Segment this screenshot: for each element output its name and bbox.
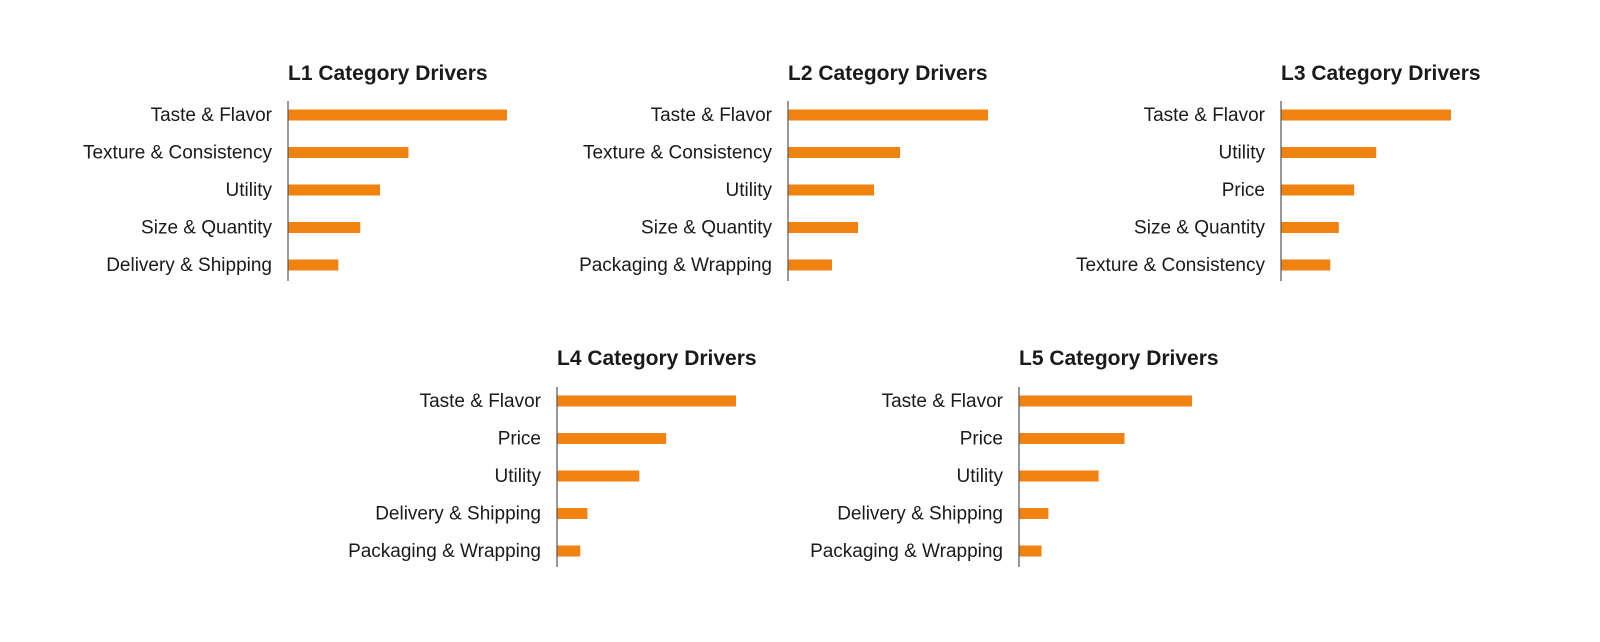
category-label: Utility <box>726 180 773 201</box>
bar <box>557 395 736 407</box>
category-label: Utility <box>226 180 273 201</box>
category-label: Delivery & Shipping <box>837 504 1003 525</box>
bar <box>1281 109 1451 121</box>
category-label: Size & Quantity <box>641 218 772 239</box>
bar <box>788 222 858 233</box>
chart-title: L2 Category Drivers <box>788 62 988 85</box>
category-label: Delivery & Shipping <box>106 255 272 276</box>
bar <box>788 184 874 196</box>
chart-panel: L1 Category Drivers Taste & Flavor Texture… <box>83 62 507 281</box>
chart-panel: L2 Category Drivers Taste & Flavor Texture… <box>579 62 988 281</box>
category-label: Taste & Flavor <box>151 105 273 126</box>
bar <box>557 470 640 482</box>
category-label: Price <box>1222 180 1265 201</box>
category-label: Texture & Consistency <box>583 143 773 164</box>
category-label: Size & Quantity <box>141 218 272 239</box>
category-label: Taste & Flavor <box>1144 105 1266 126</box>
category-label: Delivery & Shipping <box>375 504 541 525</box>
category-label: Size & Quantity <box>1134 218 1265 239</box>
bar <box>557 433 667 444</box>
bar <box>288 259 339 271</box>
category-label: Utility <box>495 466 542 487</box>
bar <box>1281 147 1377 158</box>
category-label: Price <box>960 429 1003 450</box>
bar <box>788 109 988 121</box>
chart-title: L5 Category Drivers <box>1019 347 1219 370</box>
category-label: Taste & Flavor <box>420 391 542 412</box>
category-label: Packaging & Wrapping <box>810 541 1003 562</box>
chart-title: L4 Category Drivers <box>557 347 757 370</box>
bar <box>1019 470 1099 482</box>
category-label: Packaging & Wrapping <box>579 255 772 276</box>
chart-title: L1 Category Drivers <box>288 62 488 85</box>
bar <box>1019 508 1049 519</box>
chart-title: L3 Category Drivers <box>1281 62 1481 85</box>
category-label: Taste & Flavor <box>651 105 773 126</box>
category-label: Packaging & Wrapping <box>348 541 541 562</box>
chart-panel: L3 Category Drivers Taste & Flavor Utility… <box>1076 62 1481 281</box>
bar <box>1281 184 1355 196</box>
category-label: Texture & Consistency <box>83 143 273 164</box>
bar <box>1019 433 1125 444</box>
bar <box>788 147 900 158</box>
bar <box>788 259 832 271</box>
bar <box>288 184 380 196</box>
bar <box>1281 222 1339 233</box>
category-label: Price <box>498 429 541 450</box>
category-label: Utility <box>1219 143 1266 164</box>
bar <box>557 545 581 557</box>
bar <box>288 147 409 158</box>
bar <box>1019 395 1192 407</box>
bar <box>288 222 361 233</box>
bar <box>557 508 588 519</box>
chart-panel: L5 Category Drivers Taste & Flavor Price Ut… <box>810 347 1219 567</box>
bar <box>288 109 507 121</box>
chart-panel: L4 Category Drivers Taste & Flavor Price Ut… <box>348 347 757 567</box>
category-label: Taste & Flavor <box>882 391 1004 412</box>
category-label: Utility <box>957 466 1004 487</box>
bar <box>1019 545 1042 557</box>
category-label: Texture & Consistency <box>1076 255 1266 276</box>
bar <box>1281 259 1331 271</box>
